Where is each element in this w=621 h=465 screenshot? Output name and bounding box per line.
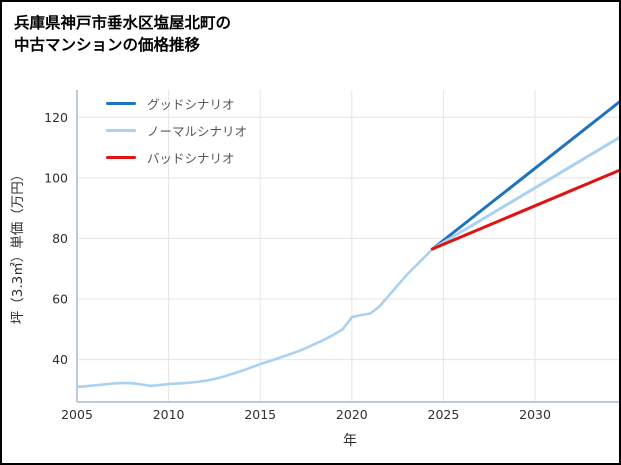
y-tick-label: 60: [52, 292, 68, 307]
chart-title: 兵庫県神戸市垂水区塩屋北町の 中古マンションの価格推移: [14, 12, 231, 56]
legend-label-good: グッドシナリオ: [147, 97, 235, 112]
x-tick-label: 2010: [153, 407, 185, 422]
chart-title-line2: 中古マンションの価格推移: [14, 36, 201, 54]
legend-label-bad: バッドシナリオ: [147, 151, 235, 166]
legend-swatch-bad: [106, 156, 136, 159]
series-line-3: [430, 168, 619, 251]
y-axis-title: 坪（3.3㎡）単価（万円）: [10, 168, 26, 324]
y-tick-label: 100: [44, 170, 68, 185]
series-line-0: [75, 247, 434, 389]
x-tick-label: 2025: [428, 407, 460, 422]
x-tick-label: 2030: [519, 407, 551, 422]
y-tick-label: 80: [52, 231, 68, 246]
legend-swatch-good: [106, 102, 136, 105]
legend-label-normal: ノーマルシナリオ: [147, 124, 248, 139]
legend-item-normal: ノーマルシナリオ: [106, 117, 247, 144]
legend-swatch-normal: [106, 129, 136, 132]
x-tick-label: 2020: [336, 407, 368, 422]
y-tick-label: 40: [52, 352, 68, 367]
x-tick-label: 2015: [244, 407, 276, 422]
chart-legend: グッドシナリオ ノーマルシナリオ バッドシナリオ: [106, 90, 247, 171]
series-line-1: [430, 100, 619, 251]
chart-title-line1: 兵庫県神戸市垂水区塩屋北町の: [14, 14, 232, 32]
x-tick-label: 2005: [61, 407, 93, 422]
legend-item-good: グッドシナリオ: [106, 90, 247, 117]
x-axis-title: 年: [343, 433, 357, 449]
series-line-2: [430, 136, 619, 251]
y-tick-label: 120: [44, 110, 68, 125]
legend-item-bad: バッドシナリオ: [106, 144, 247, 171]
